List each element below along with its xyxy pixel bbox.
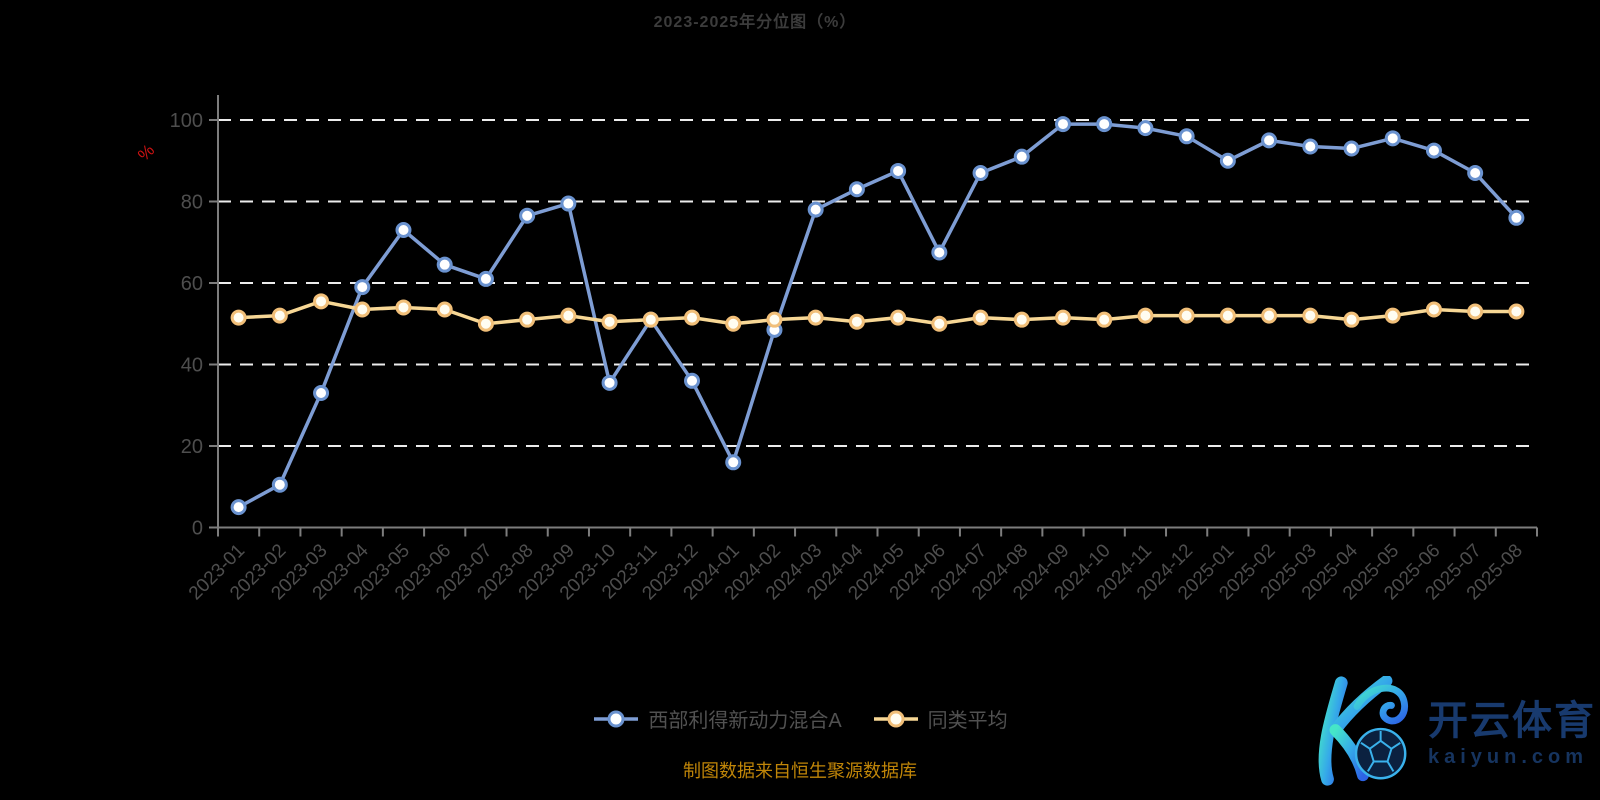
- legend-label-average: 同类平均: [927, 710, 1008, 732]
- legend-marker-blue-icon: [594, 710, 639, 727]
- chart-legend: 西部利得新动力混合A 同类平均: [0, 704, 1600, 733]
- chart-title: 2023-2025年分位图（%）: [653, 14, 857, 31]
- brand-logo[interactable]: 开云体育 kaiyun.com: [1300, 676, 1596, 788]
- legend-item-average[interactable]: 同类平均: [872, 704, 1008, 733]
- svg-text:60: 60: [181, 273, 203, 295]
- brand-text: 开云体育 kaiyun.com: [1428, 700, 1596, 769]
- svg-text:20: 20: [181, 436, 203, 458]
- data-source-note: 制图数据来自恒生聚源数据库: [683, 761, 917, 781]
- svg-text:100: 100: [170, 110, 203, 132]
- legend-label-fund: 西部利得新动力混合A: [648, 710, 842, 732]
- brand-name: 开云体育: [1428, 699, 1596, 743]
- brand-domain: kaiyun.com: [1428, 746, 1589, 768]
- svg-text:80: 80: [181, 192, 203, 214]
- kaiyun-k-football-icon: [1318, 676, 1408, 786]
- legend-marker-yellow-icon: [873, 710, 918, 727]
- svg-text:40: 40: [181, 355, 203, 377]
- legend-item-fund[interactable]: 西部利得新动力混合A: [592, 704, 842, 733]
- svg-text:0: 0: [192, 518, 203, 540]
